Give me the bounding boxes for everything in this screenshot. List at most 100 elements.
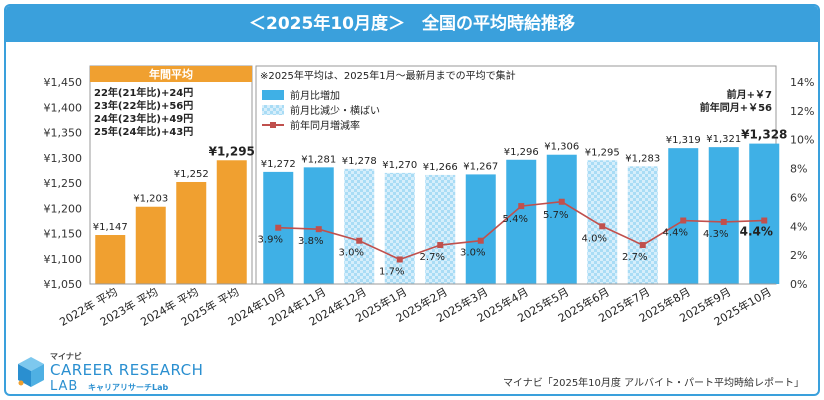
- mom-change: 前月+￥7: [727, 88, 772, 101]
- yoy-rate-marker: [437, 242, 444, 249]
- bar: [749, 143, 780, 284]
- bar-value-label: ¥1,203: [133, 194, 168, 205]
- bar-value-label: ¥1,295: [209, 144, 255, 158]
- y2-tick-label: 6%: [790, 191, 807, 204]
- y-tick-label: ¥1,450: [44, 76, 83, 89]
- bar-value-label: ¥1,267: [463, 161, 498, 172]
- source-caption: マイナビ「2025年10月度 アルバイト・パート平均時給レポート」: [502, 378, 804, 389]
- bar-value-label: ¥1,283: [625, 153, 660, 164]
- bar: [425, 174, 456, 284]
- bar-value-label: ¥1,328: [741, 128, 787, 142]
- bar: [344, 168, 375, 284]
- y2-tick-label: 0%: [790, 278, 807, 291]
- annual-change-line: 25年(24年比)+43円: [94, 125, 193, 138]
- logo-line1: CAREER RESEARCH: [50, 361, 204, 379]
- yoy-rate-marker: [720, 218, 727, 225]
- yoy-change: 前年同月+￥56: [700, 101, 772, 114]
- legend-label-decrease: 前月比減少・横ばい: [290, 104, 380, 117]
- yoy-rate-label: 3.9%: [258, 235, 283, 246]
- yoy-rate-marker: [599, 223, 606, 230]
- annual-box-title: 年間平均: [149, 67, 193, 81]
- bar: [384, 172, 415, 284]
- bar-value-label: ¥1,306: [544, 142, 579, 153]
- logo-brand: マイナビ: [50, 352, 82, 361]
- legend-label-yoy: 前年同月増減率: [290, 119, 360, 132]
- bar-value-label: ¥1,270: [382, 160, 417, 171]
- yoy-rate-label: 4.3%: [703, 229, 728, 240]
- bar-value-label: ¥1,296: [504, 147, 539, 158]
- page-title: ＜2025年10月度＞ 全国の平均時給推移: [6, 6, 818, 42]
- annual-change-line: 22年(21年比)+24円: [94, 86, 193, 99]
- yoy-rate-label: 3.0%: [460, 248, 485, 259]
- yoy-rate-label: 1.7%: [379, 266, 404, 277]
- bar-value-label: ¥1,272: [261, 159, 296, 170]
- bar: [546, 154, 577, 284]
- yoy-rate-label: 2.7%: [622, 252, 647, 263]
- legend-swatch-decrease: [262, 105, 284, 115]
- yoy-rate-label: 4.4%: [740, 225, 773, 239]
- yoy-rate-marker: [761, 217, 768, 224]
- yoy-rate-label: 4.4%: [663, 228, 688, 239]
- bar: [465, 174, 496, 284]
- yoy-rate-marker: [275, 224, 282, 231]
- legend-marker-yoy: [270, 122, 276, 128]
- bar: [303, 167, 334, 284]
- annual-change-line: 23年(22年比)+56円: [94, 99, 193, 112]
- yoy-rate-label: 4.0%: [582, 233, 607, 244]
- yoy-rate-marker: [558, 198, 565, 205]
- y-tick-label: ¥1,050: [44, 278, 83, 291]
- bar-value-label: ¥1,278: [342, 156, 377, 167]
- yoy-rate-marker: [396, 256, 403, 263]
- bar-value-label: ¥1,266: [423, 162, 458, 173]
- yoy-rate-label: 3.0%: [339, 248, 364, 259]
- bar-value-label: ¥1,319: [666, 135, 701, 146]
- bar-value-label: ¥1,281: [301, 154, 336, 165]
- y-tick-label: ¥1,150: [44, 228, 83, 241]
- yoy-rate-marker: [315, 226, 322, 233]
- bar: [708, 147, 739, 284]
- y2-tick-label: 2%: [790, 249, 807, 262]
- yoy-rate-marker: [639, 242, 646, 249]
- y-tick-label: ¥1,400: [44, 101, 83, 114]
- bar-value-label: ¥1,147: [93, 222, 128, 233]
- bar: [506, 159, 537, 284]
- y-tick-label: ¥1,350: [44, 127, 83, 140]
- bar: [135, 206, 166, 284]
- yoy-rate-marker: [356, 237, 363, 244]
- y2-tick-label: 14%: [790, 76, 814, 89]
- yoy-rate-label: 3.8%: [298, 236, 323, 247]
- bar: [95, 235, 126, 284]
- legend-label-increase: 前月比増加: [290, 89, 340, 102]
- yoy-rate-label: 5.7%: [543, 210, 568, 221]
- bar-value-label: ¥1,321: [706, 134, 741, 145]
- chart-frame: ＜2025年10月度＞ 全国の平均時給推移 ¥1,050 ¥1,100 ¥1,150…: [4, 4, 820, 396]
- annual-change-line: 24年(23年比)+49円: [94, 112, 193, 125]
- bar-value-label: ¥1,252: [174, 169, 209, 180]
- yoy-rate-label: 2.7%: [420, 252, 445, 263]
- bar: [216, 160, 247, 284]
- yoy-rate-label: 5.4%: [503, 214, 528, 225]
- bar-value-label: ¥1,295: [585, 147, 620, 158]
- y-tick-label: ¥1,200: [44, 202, 83, 215]
- logo-line2: LAB: [50, 379, 79, 394]
- bar: [587, 160, 618, 284]
- y-tick-label: ¥1,100: [44, 253, 83, 266]
- bar: [176, 181, 207, 284]
- yoy-rate-marker: [518, 203, 525, 210]
- y2-tick-label: 8%: [790, 163, 807, 176]
- y2-tick-label: 12%: [790, 105, 814, 118]
- annual-box-header: [90, 66, 252, 82]
- yoy-rate-marker: [680, 217, 687, 224]
- bar: [627, 166, 658, 284]
- bar: [668, 148, 699, 284]
- note-text: ※2025年平均は、2025年1月～最新月までの平均で集計: [260, 69, 516, 82]
- chart: ¥1,050 ¥1,100 ¥1,150 ¥1,200 ¥1,250 ¥1,300 ¥1,3…: [44, 65, 814, 329]
- cube-logo-icon: [18, 357, 44, 387]
- y-tick-label: ¥1,300: [44, 152, 83, 165]
- y2-tick-label: 4%: [790, 220, 807, 233]
- logo-subtitle: キャリアリサーチLab: [88, 383, 169, 392]
- legend-swatch-increase: [262, 90, 284, 100]
- logo: マイナビ CAREER RESEARCH LAB キャリアリサーチLab: [16, 351, 216, 394]
- y2-tick-label: 10%: [790, 134, 814, 147]
- y-tick-label: ¥1,250: [44, 177, 83, 190]
